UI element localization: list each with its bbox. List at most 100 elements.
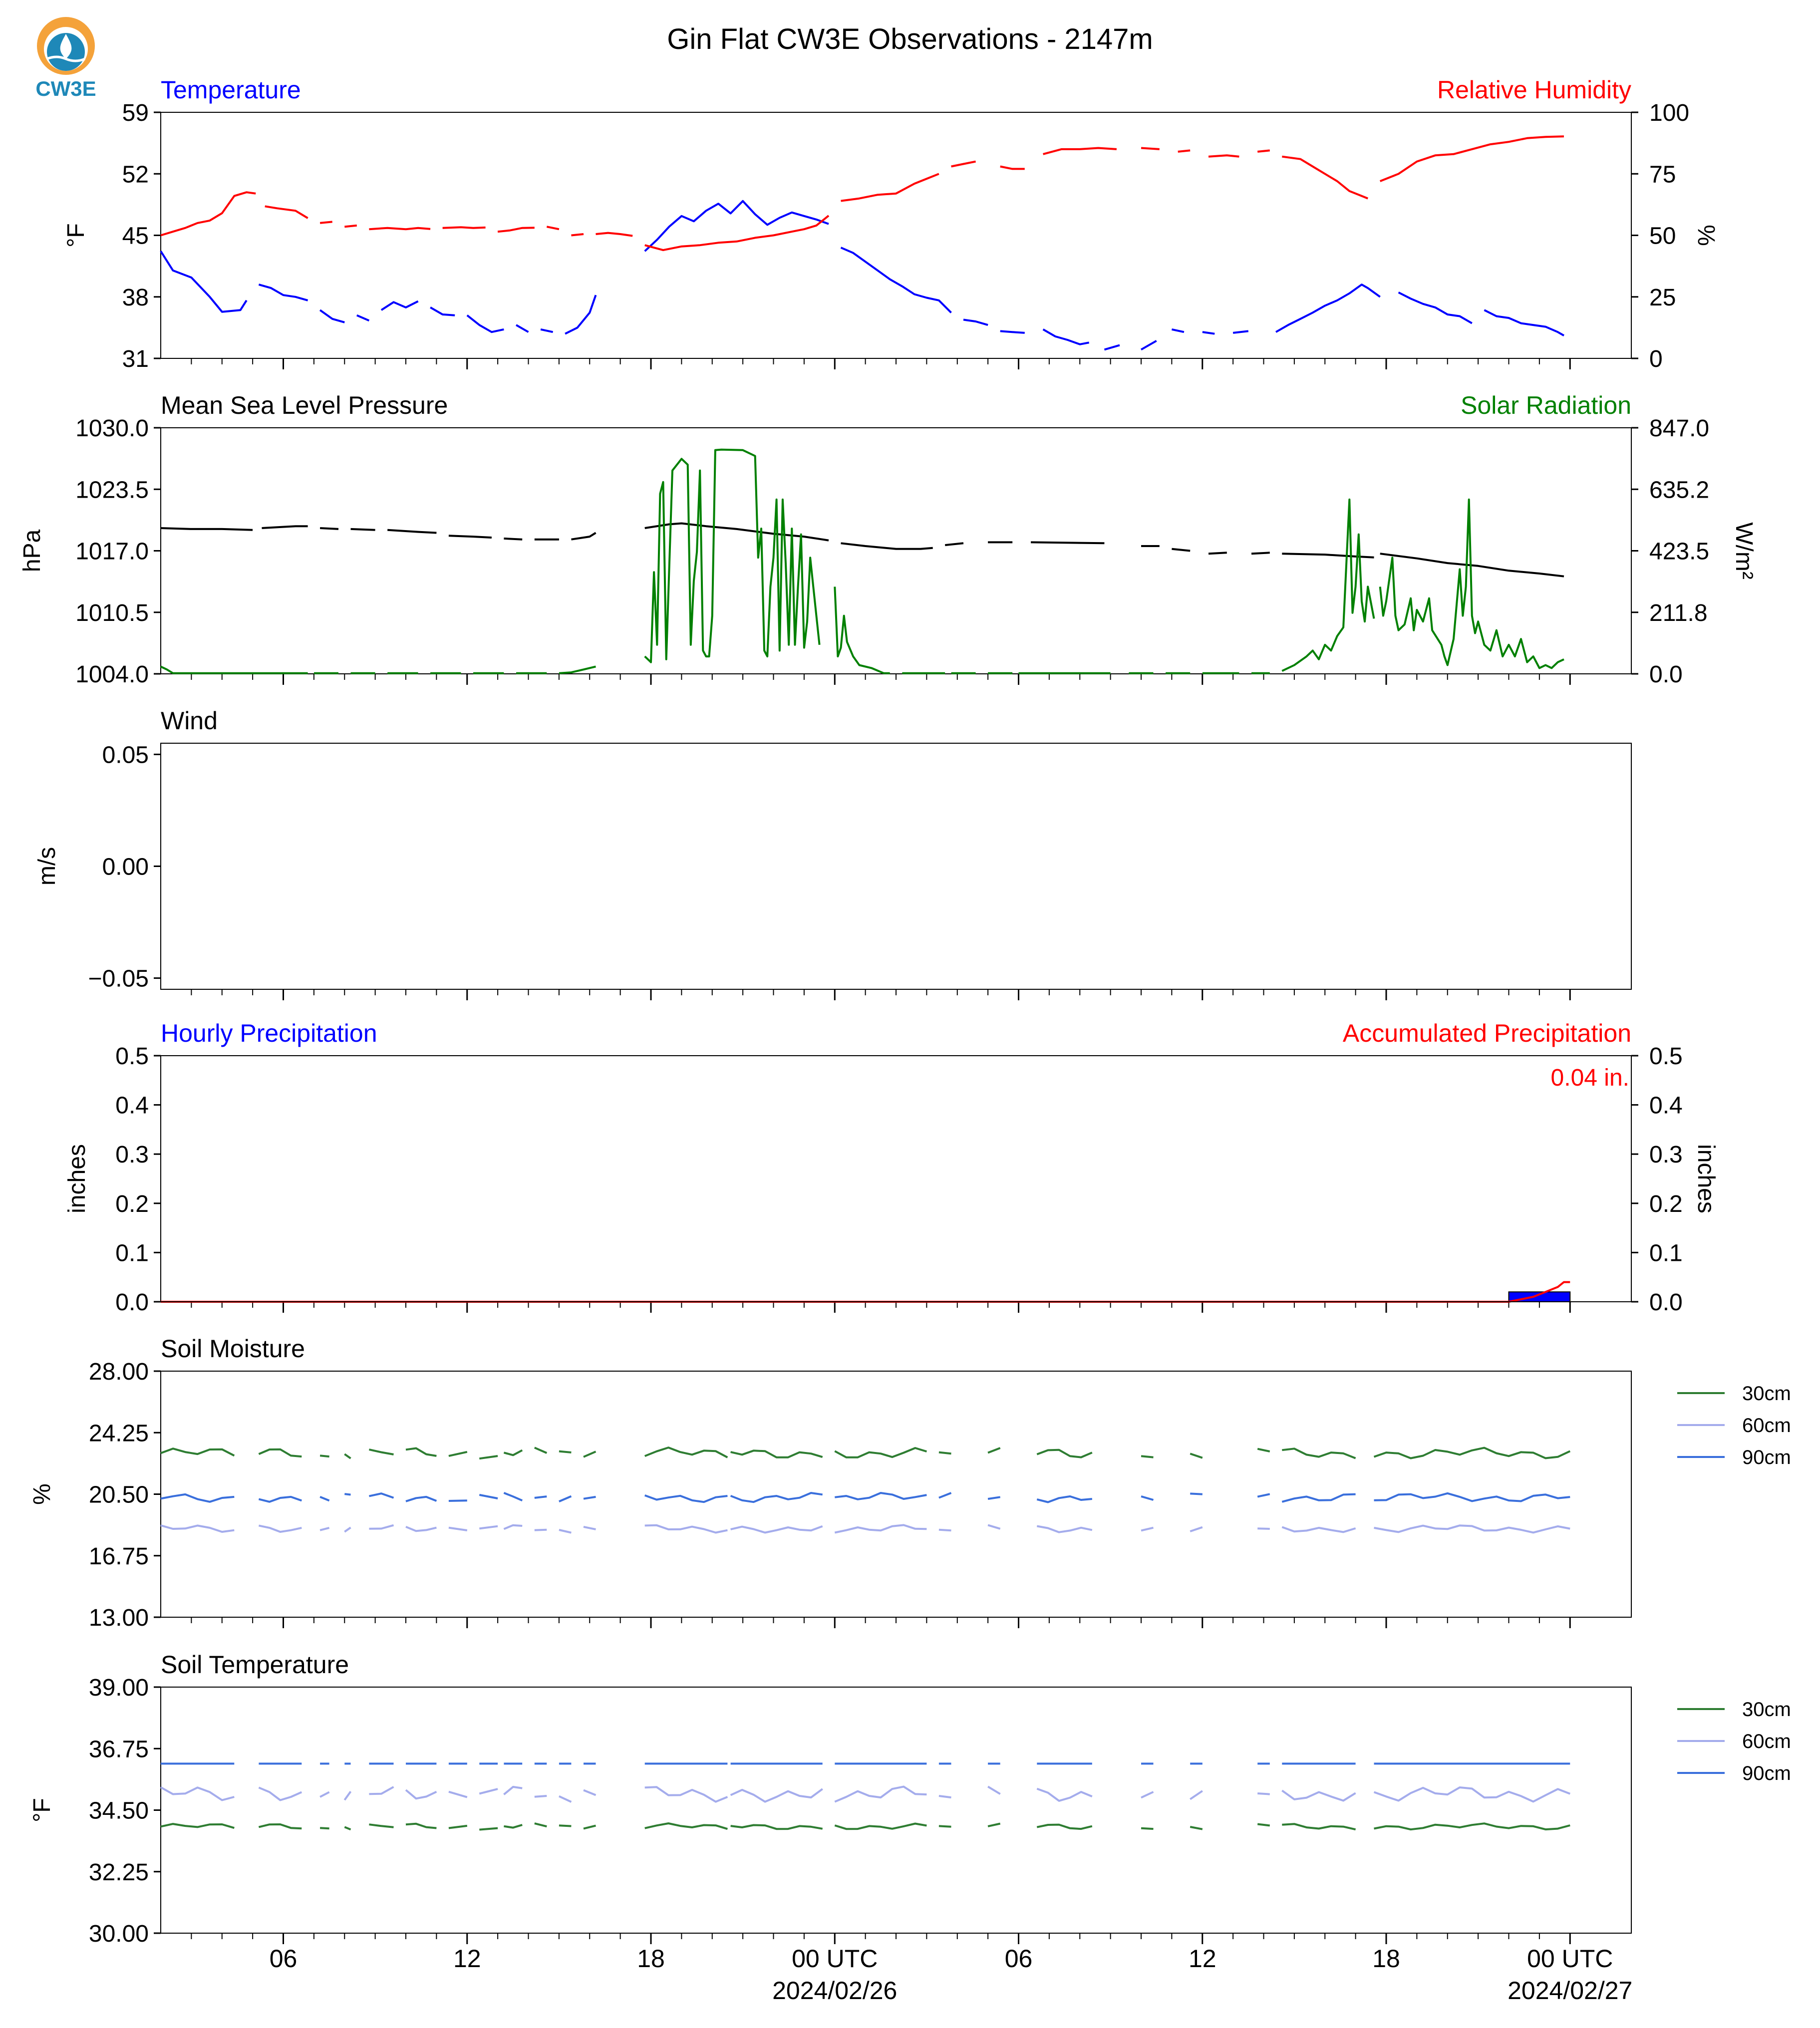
soil_30-line-segment xyxy=(559,1824,572,1827)
y-right-tick-label: 0 xyxy=(1649,346,1663,372)
soil_60-line-segment xyxy=(644,1524,728,1534)
soil_90-line-segment xyxy=(448,1499,467,1502)
page-title: Gin Flat CW3E Observations - 2147m xyxy=(667,23,1153,55)
soil_30-line-segment xyxy=(448,1450,468,1457)
soil_60-line-segment xyxy=(405,1789,437,1800)
temperature-line-segment xyxy=(1232,330,1249,334)
soil_30-line-segment xyxy=(1036,1823,1093,1830)
soil_60-line-segment xyxy=(730,1788,823,1803)
solar-line-segment xyxy=(160,665,308,674)
temperature-line-segment xyxy=(466,314,504,333)
humidity-line-segment xyxy=(951,160,976,168)
soil_90-line-segment xyxy=(1141,1495,1154,1501)
humidity-line-segment xyxy=(1000,165,1025,170)
pressure-line-segment xyxy=(1208,552,1227,555)
temperature-line-segment xyxy=(258,284,308,301)
soil_60-line-segment xyxy=(1257,1792,1270,1795)
soil_90-line-segment xyxy=(987,1496,1000,1500)
soil_30-line-segment xyxy=(258,1448,302,1458)
humidity-line-segment xyxy=(1379,135,1564,182)
soil_60-line-segment xyxy=(319,1526,330,1531)
temperature-line-segment xyxy=(840,247,952,313)
temperature-line-segment xyxy=(1000,330,1025,334)
humidity-line-segment xyxy=(1178,149,1191,153)
y-tick-label: 0.0 xyxy=(115,1289,149,1316)
temperature-line-segment xyxy=(430,306,455,316)
pressure-line-segment xyxy=(387,529,437,534)
pressure-line-segment xyxy=(1031,541,1105,545)
y-tick-label: 34.50 xyxy=(89,1798,149,1824)
y-right-tick-label: 0.0 xyxy=(1649,661,1683,688)
panel-title-right: Relative Humidity xyxy=(1437,76,1631,104)
soil_60-line-segment xyxy=(583,1525,596,1530)
soil_60-line-segment xyxy=(160,1524,235,1533)
soil_90-line-segment xyxy=(534,1495,547,1499)
temperature-line-segment xyxy=(319,309,345,323)
pressure-line-segment xyxy=(1251,552,1270,555)
y-right-tick-label: 0.1 xyxy=(1649,1240,1683,1266)
y-right-axis-label: % xyxy=(1693,225,1719,246)
soil_90-line-segment xyxy=(1281,1493,1356,1503)
x-date-label: 2024/02/26 xyxy=(772,1977,897,2005)
soil_60-line-segment xyxy=(160,1786,235,1801)
solar-line-segment xyxy=(644,448,821,663)
x-tick-label: 12 xyxy=(453,1945,481,1973)
soil_60-line-segment xyxy=(987,1524,1001,1530)
soil_60-line-segment xyxy=(559,1795,572,1803)
soil_30-line-segment xyxy=(730,1824,823,1830)
temperature-line-segment xyxy=(356,314,370,322)
soil_30-line-segment xyxy=(1190,1452,1203,1459)
soil_30-line-segment xyxy=(503,1449,523,1456)
temperature-line-segment xyxy=(565,294,597,335)
accum-annotation: 0.04 in. xyxy=(1551,1065,1629,1091)
pressure-line-segment xyxy=(1380,553,1564,578)
soil_30-line-segment xyxy=(344,1453,351,1459)
soil_60-line-segment xyxy=(448,1790,468,1798)
legend-entry-30cm: 30cm xyxy=(1742,1383,1791,1405)
temperature-line-segment xyxy=(1275,284,1381,333)
pressure-line-segment xyxy=(571,532,597,541)
pressure-line-segment xyxy=(319,527,339,530)
temperature-line-segment xyxy=(963,318,988,326)
x-tick-label: 00 UTC xyxy=(792,1945,878,1973)
x-tick-label: 06 xyxy=(1005,1945,1033,1973)
soil_30-line-segment xyxy=(987,1822,1001,1827)
y-tick-label: 28.00 xyxy=(89,1359,149,1385)
humidity-line-segment xyxy=(644,215,830,252)
x-axis: 06 12 18 00 UTC 2024/02/26 06 12 18 00 UTC 2024/0… xyxy=(270,1945,1633,2005)
soil_30-line-segment xyxy=(1257,1448,1270,1452)
soil_30-line-segment xyxy=(987,1447,1001,1454)
y-tick-label: 38 xyxy=(122,285,149,311)
x-tick-label: 00 UTC xyxy=(1527,1945,1613,1973)
humidity-line-segment xyxy=(344,224,357,228)
panel-title-left: Soil Moisture xyxy=(161,1335,305,1363)
soil_90-line-segment xyxy=(730,1492,823,1503)
soil_60-line-segment xyxy=(1257,1527,1270,1530)
soil_60-line-segment xyxy=(1281,1526,1356,1533)
soil_30-line-segment xyxy=(369,1823,394,1828)
legend-entry-90cm: 90cm xyxy=(1742,1447,1791,1468)
soil_60-line-segment xyxy=(1036,1525,1093,1533)
soil_30-line-segment xyxy=(319,1454,329,1458)
humidity-line-segment xyxy=(497,227,535,233)
panels: Temperature Relative Humidity 31 38 45 52 59 °F… xyxy=(19,76,1791,2005)
soil_60-line-segment xyxy=(534,1795,547,1798)
y-tick-label: 1030.0 xyxy=(75,415,149,442)
x-date-label: 2024/02/27 xyxy=(1508,1977,1632,2005)
x-tick-label: 12 xyxy=(1189,1945,1216,1973)
y-tick-label: 59 xyxy=(122,100,149,126)
soil_30-line-segment xyxy=(405,1447,437,1457)
humidity-line-segment xyxy=(265,205,308,219)
temperature-line-segment xyxy=(644,200,829,252)
solar-line-segment xyxy=(1379,498,1564,669)
soil_30-line-segment xyxy=(1257,1823,1270,1827)
soil_90-line-segment xyxy=(559,1495,572,1502)
soil_30-line-segment xyxy=(160,1448,235,1457)
soil_90-line-segment xyxy=(503,1492,523,1502)
temperature-line-segment xyxy=(1104,344,1120,351)
soil_30-line-segment xyxy=(258,1823,302,1830)
soil_90-line-segment xyxy=(258,1495,302,1503)
y-axis-label: °F xyxy=(29,1798,55,1822)
pressure-line-segment xyxy=(448,535,492,539)
